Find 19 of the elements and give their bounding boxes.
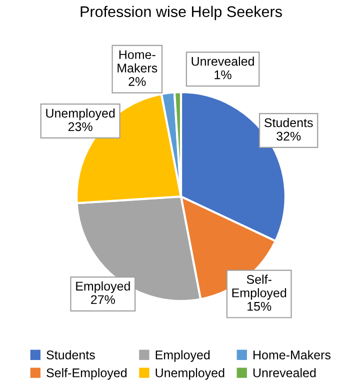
legend-label: Self-Employed xyxy=(46,368,127,380)
data-label: 2% xyxy=(128,77,146,86)
slice-label: Students xyxy=(264,118,313,128)
legend-label: Home-Makers xyxy=(254,350,331,360)
data-label: 23% xyxy=(68,122,92,132)
data-label: 32% xyxy=(276,132,301,141)
data-label: 27% xyxy=(91,295,115,304)
slice-label: Home-Makers xyxy=(118,50,158,73)
slice-label: Unrevealed xyxy=(192,56,254,66)
slice-label: Unemployed xyxy=(46,108,115,120)
slice-label: Employed xyxy=(76,281,130,294)
legend-label: Unrevealed xyxy=(253,368,316,378)
slice-label: Self-Employed xyxy=(232,274,286,300)
data-label: 1% xyxy=(214,70,232,80)
legend-label: Students xyxy=(46,350,95,360)
legend-label: Employed xyxy=(156,350,210,362)
data-label: 15% xyxy=(248,302,272,311)
legend-label: Unemployed xyxy=(156,368,224,380)
chart-title: Profession wise Help Seekers xyxy=(80,6,282,20)
